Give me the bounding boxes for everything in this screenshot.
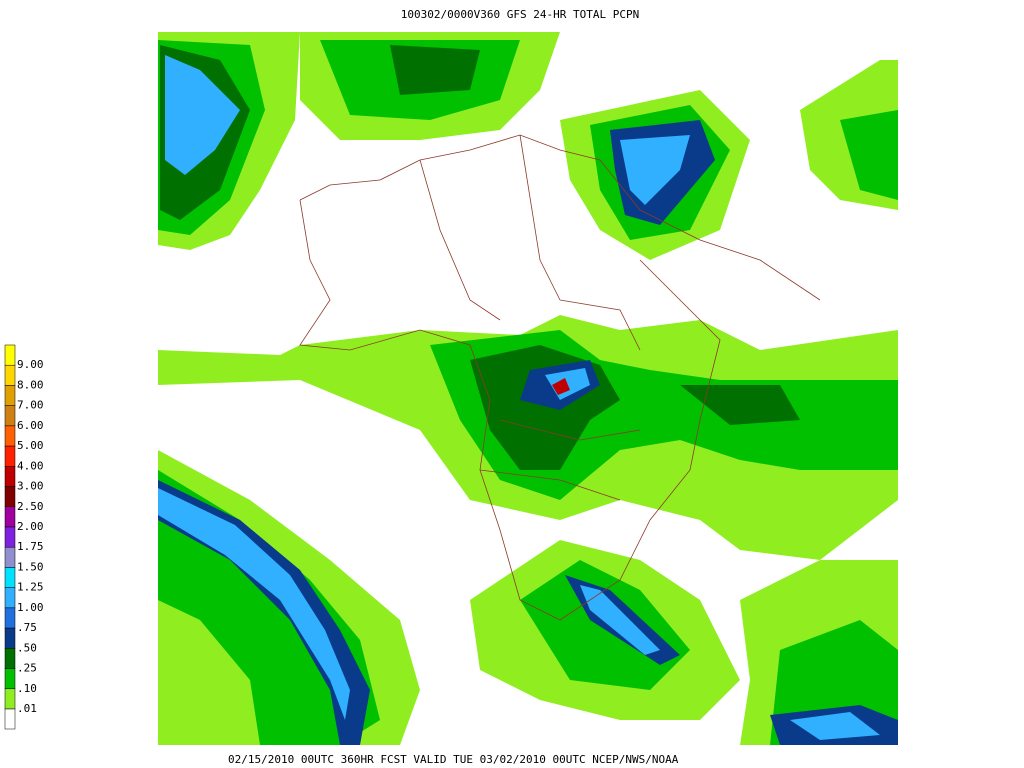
legend-swatch — [4, 688, 16, 710]
legend-label: 2.00 — [17, 520, 44, 533]
legend-label: .10 — [17, 682, 37, 695]
legend-label: 9.00 — [17, 358, 44, 371]
legend-label: 1.75 — [17, 540, 44, 553]
legend-swatch — [4, 627, 16, 649]
title: 100302/0000V360 GFS 24-HR TOTAL PCPN — [401, 8, 639, 21]
legend-label: 8.00 — [17, 378, 44, 391]
legend-swatch — [4, 607, 16, 629]
legend-swatch — [4, 405, 16, 427]
legend-swatch — [4, 445, 16, 467]
legend-bottom-box — [4, 708, 16, 730]
legend-label: 4.00 — [17, 459, 44, 472]
legend-label: 5.00 — [17, 439, 44, 452]
legend-swatch — [4, 546, 16, 568]
legend-label: .25 — [17, 662, 37, 675]
legend-label: 1.25 — [17, 581, 44, 594]
legend-label: .75 — [17, 621, 37, 634]
legend-swatch — [4, 385, 16, 406]
legend-swatch — [4, 344, 16, 366]
map — [158, 32, 898, 745]
legend-label: .50 — [17, 641, 37, 654]
legend-label: 1.00 — [17, 601, 44, 614]
footer: 02/15/2010 00UTC 360HR FCST VALID TUE 03… — [228, 753, 679, 766]
legend-swatch — [4, 425, 16, 447]
legend-swatch — [4, 466, 16, 487]
legend-swatch — [4, 526, 16, 548]
legend-swatch — [4, 567, 16, 588]
legend-label: 2.50 — [17, 500, 44, 513]
legend-swatch — [4, 587, 16, 609]
legend-swatch — [4, 648, 16, 669]
legend-swatch — [4, 506, 16, 528]
legend-label: 7.00 — [17, 399, 44, 412]
legend-swatch — [4, 486, 16, 508]
legend-label: .01 — [17, 702, 37, 715]
legend-swatch — [4, 364, 16, 386]
legend-label: 6.00 — [17, 419, 44, 432]
legend-label: 1.50 — [17, 560, 44, 573]
legend-swatch — [4, 668, 16, 690]
legend: 9.00 8.00 7.00 6.00 5.00 4.00 3.00 2.50 2.00 1.75… — [4, 344, 44, 715]
legend-label: 3.00 — [17, 480, 44, 493]
